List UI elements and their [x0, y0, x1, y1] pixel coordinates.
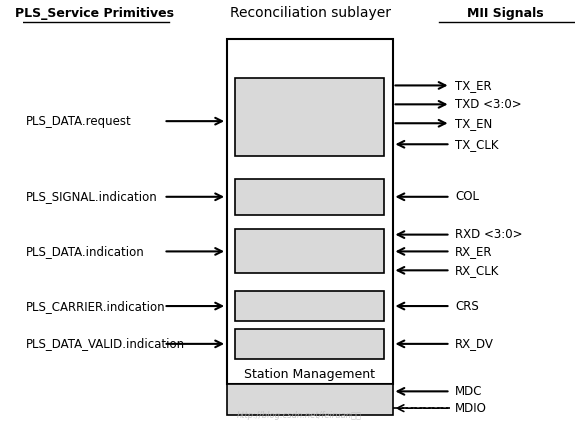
- Bar: [227, 384, 392, 415]
- Text: PLS_DATA.request: PLS_DATA.request: [25, 115, 131, 128]
- Text: Reconciliation sublayer: Reconciliation sublayer: [230, 6, 391, 20]
- Bar: [235, 179, 384, 214]
- Text: TX_ER: TX_ER: [455, 79, 491, 92]
- Text: PLS_Service Primitives: PLS_Service Primitives: [15, 7, 174, 20]
- Text: TXD <3:0>: TXD <3:0>: [455, 98, 521, 111]
- Text: TX_CLK: TX_CLK: [455, 138, 498, 151]
- Text: MII Signals: MII Signals: [467, 7, 544, 20]
- Bar: [227, 39, 392, 384]
- Text: PLS_SIGNAL.indication: PLS_SIGNAL.indication: [25, 190, 157, 203]
- Text: MDC: MDC: [455, 385, 482, 398]
- Bar: [235, 329, 384, 359]
- Bar: [235, 229, 384, 274]
- Bar: [235, 78, 384, 156]
- Bar: [235, 291, 384, 321]
- Text: MDIO: MDIO: [455, 402, 487, 415]
- Text: RX_CLK: RX_CLK: [455, 264, 499, 277]
- Text: RX_DV: RX_DV: [455, 338, 494, 350]
- Text: RX_ER: RX_ER: [455, 245, 492, 258]
- Text: PLS_CARRIER.indication: PLS_CARRIER.indication: [25, 299, 165, 313]
- Text: COL: COL: [455, 190, 479, 203]
- Text: RXD <3:0>: RXD <3:0>: [455, 228, 522, 241]
- Text: CRS: CRS: [455, 299, 479, 313]
- Text: http://blog.csdn.net/feiruan局坤: http://blog.csdn.net/feiruan局坤: [236, 410, 361, 420]
- Text: PLS_DATA.indication: PLS_DATA.indication: [25, 245, 145, 258]
- Text: PLS_DATA_VALID.indication: PLS_DATA_VALID.indication: [25, 338, 185, 350]
- Text: TX_EN: TX_EN: [455, 117, 492, 130]
- Text: Station Management: Station Management: [244, 368, 376, 381]
